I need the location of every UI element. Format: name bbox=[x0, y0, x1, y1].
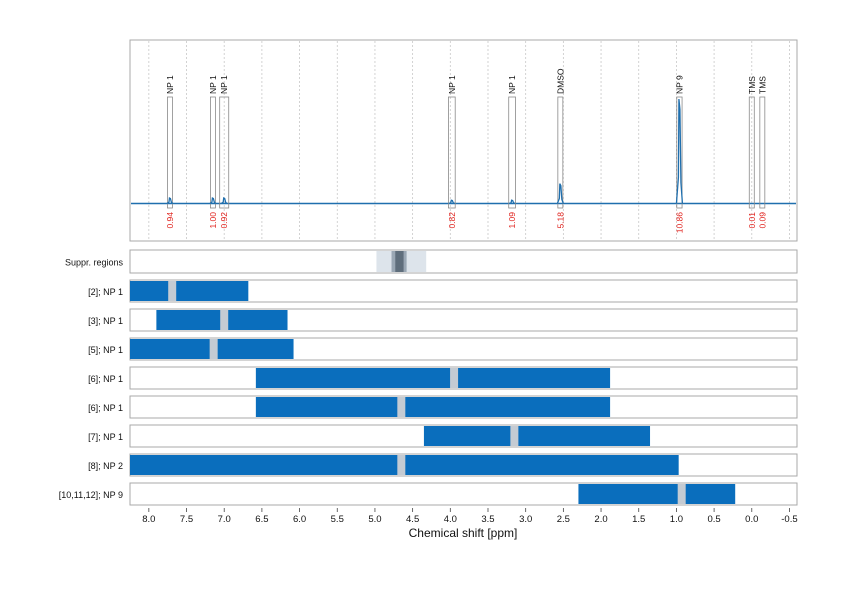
region-bar bbox=[578, 484, 736, 504]
peak-label: DMSO bbox=[555, 68, 565, 94]
peak-region-box bbox=[167, 96, 173, 209]
peak-region-box bbox=[219, 96, 230, 209]
x-tick-label: 4.0 bbox=[444, 514, 457, 525]
peak-label: TMS bbox=[747, 76, 757, 94]
region-row-label: [10,11,12]; NP 9 bbox=[59, 490, 123, 500]
peak-integral: 0.09 bbox=[757, 212, 767, 229]
region-bar bbox=[255, 368, 611, 388]
x-axis: 8.0 7.5 7.0 6.5 6.0 5.5 5.0 4.5 4.0 3.5 3.0 2.5 2.0 1… bbox=[142, 508, 798, 525]
region-row-label: [6]; NP 1 bbox=[88, 374, 123, 384]
region-marker bbox=[397, 455, 406, 475]
peak-label: NP 1 bbox=[219, 75, 229, 94]
x-tick-label: 4.5 bbox=[406, 514, 419, 525]
peak-label: NP 1 bbox=[507, 75, 517, 94]
region-marker bbox=[510, 426, 519, 446]
x-tick-label: 0.5 bbox=[707, 514, 720, 525]
x-tick-label: -0.5 bbox=[781, 514, 797, 525]
x-tick-label: 3.0 bbox=[519, 514, 532, 525]
x-axis-label: Chemical shift [ppm] bbox=[409, 526, 518, 540]
spectrum-peak bbox=[675, 98, 684, 204]
x-tick-label: 2.5 bbox=[557, 514, 570, 525]
peak-integral: 10.86 bbox=[674, 212, 684, 234]
region-marker bbox=[450, 368, 459, 388]
peak-integral: 0.94 bbox=[165, 212, 175, 229]
region-row-label: [5]; NP 1 bbox=[88, 345, 123, 355]
spectrum-peak bbox=[448, 199, 456, 205]
x-tick-label: 5.5 bbox=[331, 514, 344, 525]
region-marker bbox=[220, 310, 229, 330]
spectrum-peak bbox=[166, 196, 174, 205]
x-tick-label: 2.0 bbox=[594, 514, 607, 525]
region-bar bbox=[423, 426, 651, 446]
peak-region-box bbox=[448, 96, 456, 209]
peak-label: NP 1 bbox=[447, 75, 457, 94]
suppression-core bbox=[395, 251, 404, 272]
x-tick-label: 7.0 bbox=[218, 514, 231, 525]
spectrum-peak bbox=[220, 196, 228, 205]
x-tick-label: 6.0 bbox=[293, 514, 306, 525]
peak-region-box bbox=[759, 96, 766, 209]
peak-integral: 0.01 bbox=[747, 212, 757, 229]
peak-region-box bbox=[748, 96, 755, 209]
x-tick-label: 1.0 bbox=[670, 514, 683, 525]
region-bar bbox=[255, 397, 611, 417]
region-marker bbox=[209, 339, 218, 359]
peak-integral: 1.09 bbox=[507, 212, 517, 229]
x-tick-label: 3.5 bbox=[481, 514, 494, 525]
region-row-frame bbox=[129, 308, 798, 332]
suppression-panel: Suppr. regions bbox=[65, 249, 798, 274]
x-tick-label: 5.0 bbox=[368, 514, 381, 525]
spectrum-peak bbox=[209, 196, 217, 205]
region-row-label: [3]; NP 1 bbox=[88, 316, 123, 326]
spectrum-frame bbox=[129, 39, 798, 242]
region-marker bbox=[168, 281, 177, 301]
region-marker bbox=[397, 397, 406, 417]
region-marker bbox=[677, 484, 686, 504]
spectrum-peak bbox=[556, 183, 564, 204]
peak-integral: 0.92 bbox=[219, 212, 229, 229]
region-row-label: [2]; NP 1 bbox=[88, 287, 123, 297]
x-tick-label: 1.5 bbox=[632, 514, 645, 525]
peak-region-box bbox=[508, 96, 516, 209]
spectrum-peak bbox=[508, 199, 516, 205]
peak-label: NP 9 bbox=[674, 75, 684, 94]
x-tick-label: 0.0 bbox=[745, 514, 758, 525]
region-bar bbox=[130, 281, 249, 301]
x-tick-label: 8.0 bbox=[142, 514, 155, 525]
suppression-frame bbox=[129, 249, 798, 274]
peak-integral: 5.18 bbox=[555, 212, 565, 229]
spectrum-panel: NP 1 0.94 NP 1 1.00 NP 1 0.92 NP 1 0.82 NP 1 1.09… bbox=[129, 39, 798, 242]
peak-label: TMS bbox=[757, 76, 767, 94]
peak-label: NP 1 bbox=[165, 75, 175, 94]
region-rows: [2]; NP 1 [3]; NP 1 [5]; NP 1 [6]; NP 1 [6];… bbox=[59, 279, 798, 506]
x-tick-label: 7.5 bbox=[180, 514, 193, 525]
peak-integral: 0.82 bbox=[447, 212, 457, 229]
peak-region-box bbox=[676, 96, 683, 209]
region-row-label: [6]; NP 1 bbox=[88, 403, 123, 413]
peak-integral: 1.00 bbox=[208, 212, 218, 229]
region-row-label: [8]; NP 2 bbox=[88, 461, 123, 471]
region-row-label: [7]; NP 1 bbox=[88, 432, 123, 442]
suppression-label: Suppr. regions bbox=[65, 258, 124, 268]
peak-region-box bbox=[210, 96, 216, 209]
peak-region-box bbox=[557, 96, 564, 209]
peak-label: NP 1 bbox=[208, 75, 218, 94]
x-tick-label: 6.5 bbox=[255, 514, 268, 525]
